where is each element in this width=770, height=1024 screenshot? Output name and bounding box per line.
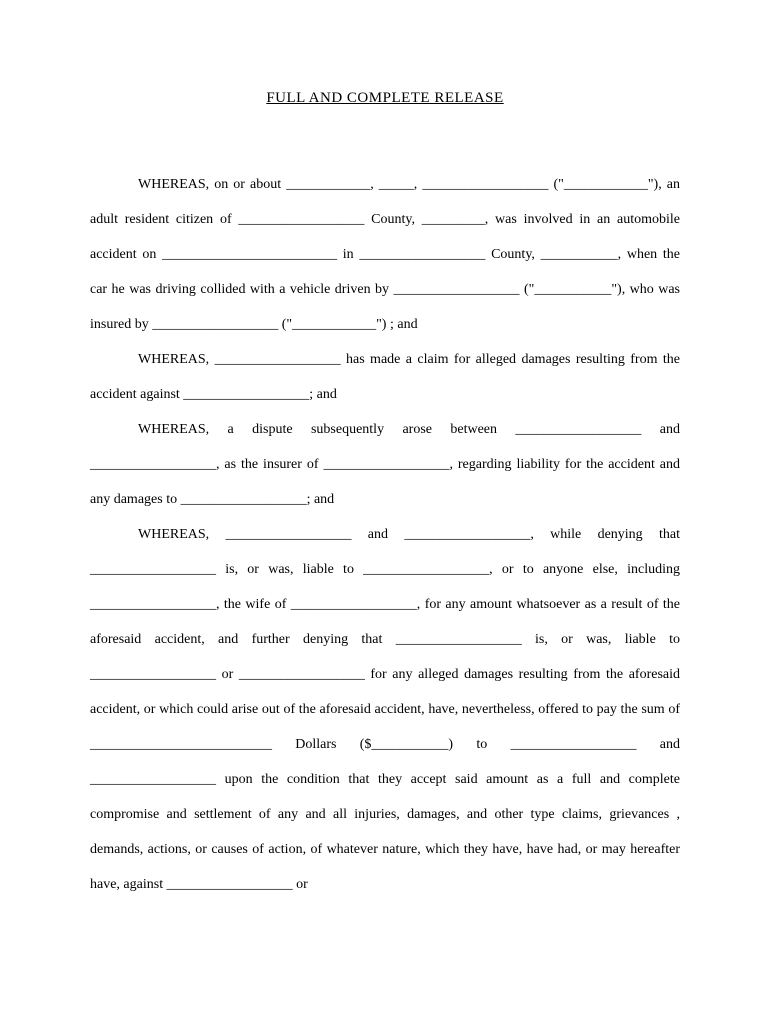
paragraph-4: WHEREAS, __________________ and ________… (90, 527, 680, 892)
document-title: FULL AND COMPLETE RELEASE (90, 90, 680, 107)
paragraph-2: WHEREAS, __________________ has made a c… (90, 352, 680, 402)
document-body: WHEREAS, on or about ____________, _____… (90, 167, 680, 902)
document-page: FULL AND COMPLETE RELEASE WHEREAS, on or… (0, 0, 770, 1024)
paragraph-3: WHEREAS, a dispute subsequently arose be… (90, 422, 680, 507)
paragraph-1: WHEREAS, on or about ____________, _____… (90, 177, 680, 332)
